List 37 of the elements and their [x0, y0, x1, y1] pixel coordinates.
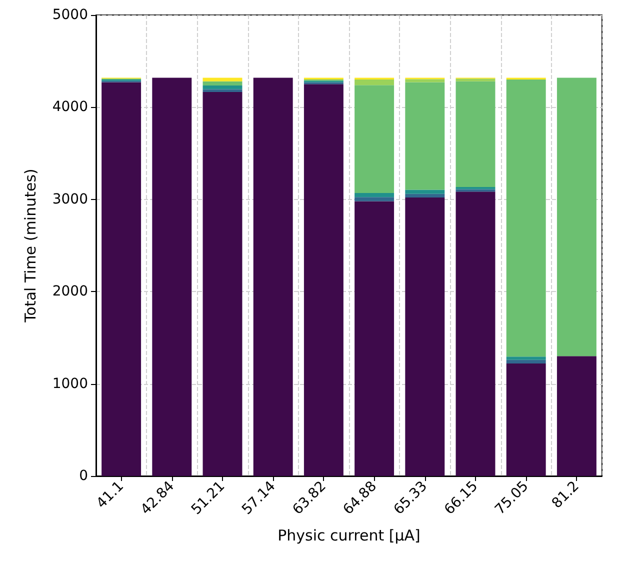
bar	[405, 190, 445, 194]
bar	[152, 78, 192, 476]
bar	[506, 364, 546, 476]
y-tick-label: 2000	[52, 284, 88, 300]
bar	[556, 356, 596, 476]
x-axis-title: Physic current [μA]	[278, 526, 420, 544]
bar	[405, 79, 445, 82]
bar	[456, 81, 496, 187]
y-tick-label: 3000	[52, 191, 88, 208]
bar	[202, 92, 242, 476]
bar	[102, 82, 142, 476]
bar	[456, 186, 496, 190]
bar	[354, 85, 394, 193]
bar	[354, 80, 394, 86]
bar	[202, 89, 242, 92]
bar	[506, 360, 546, 364]
bar	[456, 78, 496, 82]
bar	[405, 198, 445, 476]
bar	[354, 192, 394, 198]
bar	[506, 80, 546, 357]
bar	[354, 201, 394, 476]
y-tick-label: 0	[79, 468, 88, 484]
bar	[556, 78, 596, 356]
y-axis-title: Total Time (minutes)	[22, 168, 40, 324]
bar	[202, 78, 242, 82]
bar	[202, 86, 242, 90]
bar	[202, 81, 242, 86]
bar	[304, 84, 344, 476]
bar	[405, 82, 445, 190]
bar	[506, 356, 546, 360]
y-tick-label: 4000	[52, 99, 88, 116]
bar	[253, 78, 293, 476]
y-tick-label: 5000	[52, 7, 88, 23]
bar	[456, 192, 496, 476]
y-tick-label: 1000	[52, 376, 88, 392]
bar	[354, 197, 394, 202]
bar	[405, 194, 445, 198]
